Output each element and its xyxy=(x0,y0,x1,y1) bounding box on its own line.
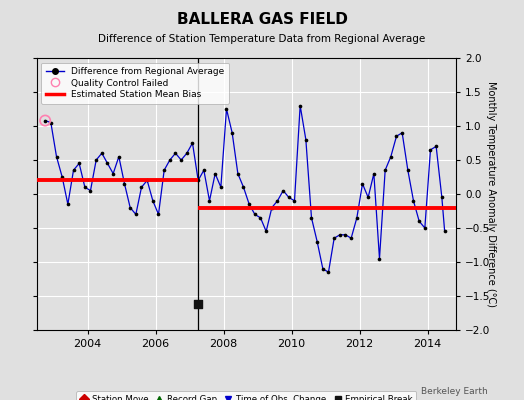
Point xyxy=(177,157,185,163)
Point xyxy=(432,143,440,150)
Point xyxy=(222,106,231,112)
Point xyxy=(154,211,162,218)
Point xyxy=(421,225,429,231)
Point xyxy=(234,170,242,177)
Point xyxy=(194,301,202,307)
Point xyxy=(69,167,78,174)
Point xyxy=(290,198,299,204)
Text: Berkeley Earth: Berkeley Earth xyxy=(421,387,487,396)
Point xyxy=(115,153,123,160)
Point xyxy=(369,170,378,177)
Point xyxy=(302,136,310,143)
Point xyxy=(194,177,202,184)
Point xyxy=(211,170,220,177)
Point xyxy=(347,235,355,241)
Point xyxy=(75,160,83,166)
Point xyxy=(245,201,254,207)
Point xyxy=(149,198,157,204)
Point xyxy=(307,214,315,221)
Point xyxy=(262,228,270,234)
Point xyxy=(427,147,435,153)
Point xyxy=(132,211,140,218)
Point xyxy=(137,184,146,190)
Point xyxy=(58,174,67,180)
Point xyxy=(381,167,389,174)
Point xyxy=(415,218,423,224)
Point xyxy=(205,198,214,204)
Point xyxy=(183,150,191,156)
Point xyxy=(41,117,49,124)
Point xyxy=(268,204,276,211)
Y-axis label: Monthly Temperature Anomaly Difference (°C): Monthly Temperature Anomaly Difference (… xyxy=(486,81,496,307)
Point xyxy=(47,119,55,126)
Point xyxy=(341,232,350,238)
Point xyxy=(353,214,361,221)
Point xyxy=(109,170,117,177)
Point xyxy=(228,130,236,136)
Point xyxy=(375,255,384,262)
Point xyxy=(441,228,449,234)
Point xyxy=(256,214,265,221)
Point xyxy=(188,140,196,146)
Point xyxy=(63,201,72,207)
Point xyxy=(121,181,129,187)
Point xyxy=(330,235,339,241)
Text: BALLERA GAS FIELD: BALLERA GAS FIELD xyxy=(177,12,347,27)
Point xyxy=(97,150,106,156)
Point xyxy=(216,184,225,190)
Point xyxy=(126,204,134,211)
Point xyxy=(358,181,367,187)
Point xyxy=(279,187,287,194)
Point xyxy=(403,167,412,174)
Point xyxy=(313,238,321,245)
Point xyxy=(285,194,293,201)
Point xyxy=(160,167,168,174)
Point xyxy=(438,194,446,201)
Text: Difference of Station Temperature Data from Regional Average: Difference of Station Temperature Data f… xyxy=(99,34,425,44)
Point xyxy=(274,198,282,204)
Point xyxy=(41,117,49,124)
Point xyxy=(103,160,112,166)
Point xyxy=(171,150,180,156)
Point xyxy=(239,184,248,190)
Point xyxy=(387,153,395,160)
Point xyxy=(409,198,418,204)
Point xyxy=(319,266,327,272)
Point xyxy=(398,130,406,136)
Point xyxy=(324,269,333,275)
Point xyxy=(52,153,61,160)
Point xyxy=(392,133,401,139)
Point xyxy=(143,177,151,184)
Point xyxy=(166,157,174,163)
Point xyxy=(250,211,259,218)
Point xyxy=(200,167,208,174)
Point xyxy=(296,102,304,109)
Legend: Station Move, Record Gap, Time of Obs. Change, Empirical Break: Station Move, Record Gap, Time of Obs. C… xyxy=(76,392,417,400)
Point xyxy=(92,157,101,163)
Point xyxy=(336,232,344,238)
Point xyxy=(81,184,89,190)
Point xyxy=(86,187,95,194)
Point xyxy=(364,194,373,201)
